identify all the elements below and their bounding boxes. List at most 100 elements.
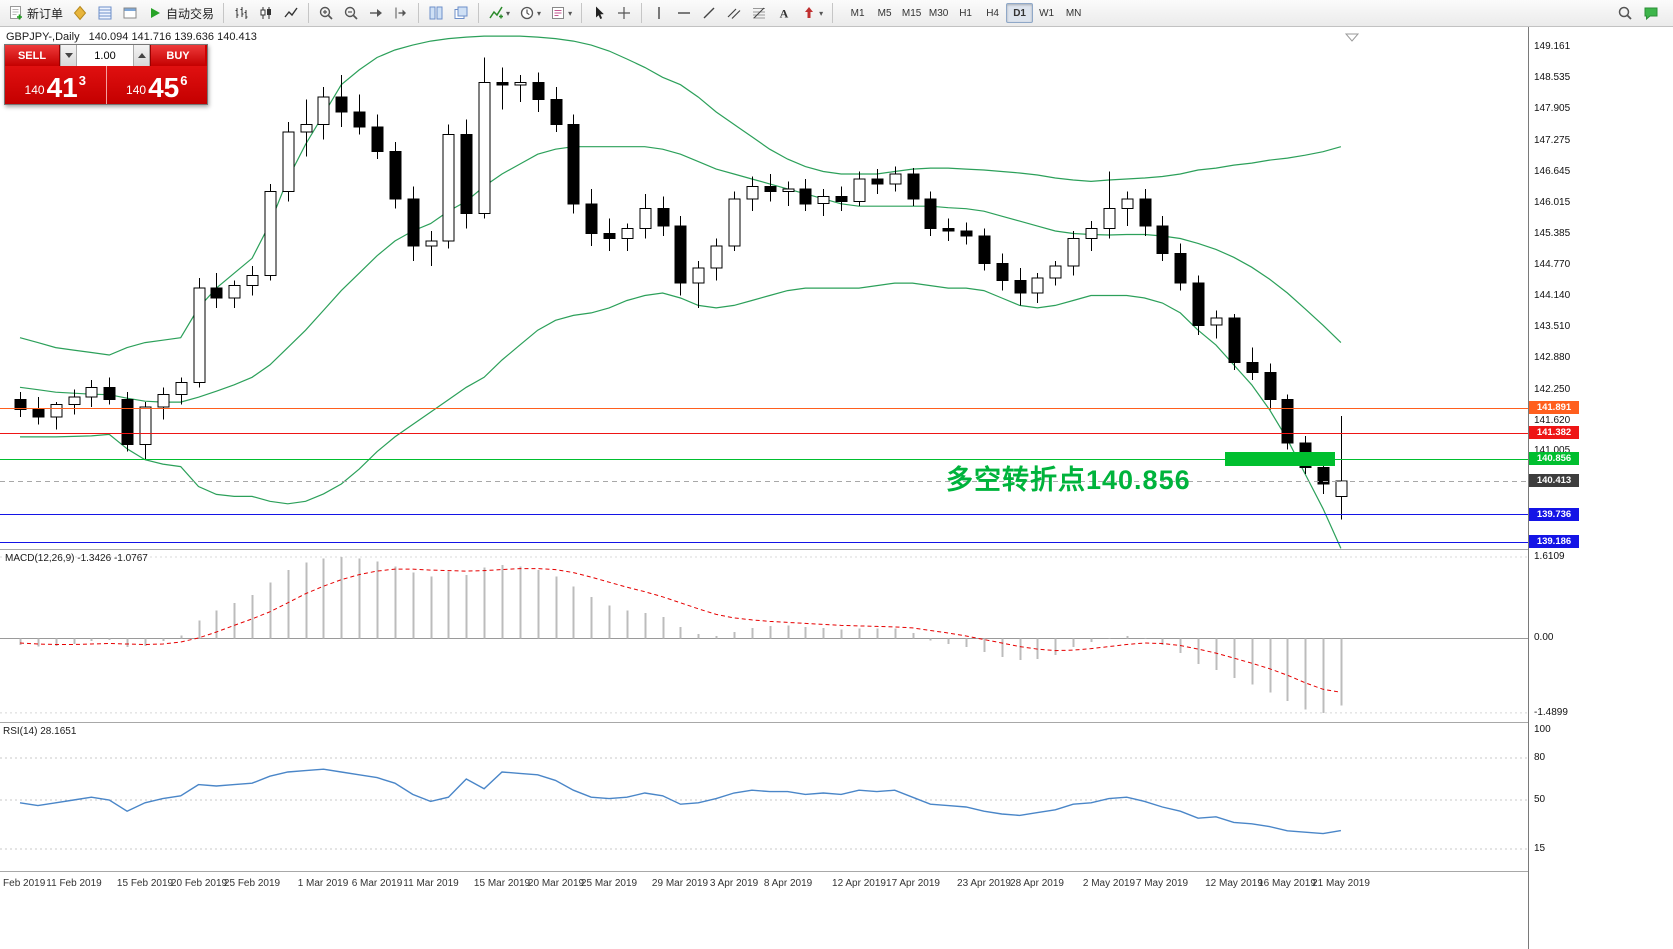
volume-up-button[interactable] <box>133 45 150 66</box>
vline-icon <box>658 7 660 19</box>
chart-shift-button[interactable] <box>389 2 413 24</box>
timeframe-mn-button[interactable]: MN <box>1065 7 1082 19</box>
rsi-scale-label: 15 <box>1534 843 1546 854</box>
date-label: 20 Feb 2019 <box>170 878 228 889</box>
buy-button[interactable]: BUY <box>150 45 205 66</box>
timeframe-d1-button[interactable]: D1 <box>1006 3 1034 23</box>
timeframe-w1-button[interactable]: W1 <box>1039 7 1055 19</box>
indicators-button[interactable]: ▾ <box>484 2 514 24</box>
rsi-scale-label: 50 <box>1534 794 1546 805</box>
horizontal-level-lines[interactable] <box>0 408 1528 543</box>
triangle-up-icon <box>137 53 146 58</box>
cursor-button[interactable] <box>587 2 611 24</box>
templates-button[interactable]: ▾ <box>546 2 576 24</box>
terminal-button[interactable] <box>118 2 142 24</box>
rsi-scale-label: 80 <box>1534 752 1546 763</box>
timeframe-m5-button[interactable]: M5 <box>877 7 892 19</box>
rsi-panel-canvas[interactable] <box>0 723 1528 871</box>
rsi-panel-divider[interactable] <box>0 722 1673 723</box>
buy-price-display[interactable]: 140 45 6 <box>105 66 207 104</box>
timeframe-toolbar: M1 M5 M15 M30 H1 H4 D1 W1 MN <box>844 3 1087 23</box>
timeframe-h4-button[interactable]: H4 <box>986 7 999 19</box>
new-order-button[interactable]: 新订单 <box>4 2 67 24</box>
macd-panel-divider[interactable] <box>0 549 1673 550</box>
macd-panel-canvas[interactable] <box>0 550 1528 722</box>
vertical-line-button[interactable] <box>647 2 671 24</box>
chart-title: GBPJPY-,Daily 140.094 141.716 139.636 14… <box>6 31 257 43</box>
macd-scale-label: 1.6109 <box>1534 550 1565 562</box>
play-icon <box>151 8 161 18</box>
search-button[interactable] <box>1613 2 1637 24</box>
data-window-icon <box>98 6 112 20</box>
rsi-indicator-label: RSI(14) 28.1651 <box>3 726 77 737</box>
cascade-windows-button[interactable] <box>449 2 473 24</box>
toolbar-separator <box>832 3 834 23</box>
price-scale-label: 148.535 <box>1534 72 1571 84</box>
price-level-tag: 139.736 <box>1529 507 1579 521</box>
sell-price-pips: 41 <box>46 72 78 103</box>
channel-button[interactable] <box>722 2 746 24</box>
time-axis-divider <box>0 871 1673 872</box>
candlestick-chart-button[interactable] <box>254 2 278 24</box>
toolbar-right-group <box>1613 2 1669 24</box>
cursor-icon <box>596 6 604 19</box>
triangle-down-icon <box>64 53 73 58</box>
clock-icon <box>520 6 534 20</box>
buy-price-point: 6 <box>180 73 188 88</box>
zoom-in-icon <box>319 6 333 20</box>
date-label: 2 May 2019 <box>1082 878 1136 889</box>
timeframe-m1-button[interactable]: M1 <box>850 7 865 19</box>
macd-signal-line <box>19 568 1341 693</box>
pivot-annotation-text[interactable]: 多空转折点140.856 <box>946 465 1191 495</box>
price-level-tag: 140.413 <box>1529 474 1579 488</box>
date-label: 15 Mar 2019 <box>473 878 531 889</box>
bar-chart-button[interactable] <box>229 2 253 24</box>
main-chart-canvas[interactable] <box>0 27 1528 549</box>
trendline-icon <box>703 7 715 19</box>
hline-icon <box>678 12 691 14</box>
horizontal-line-button[interactable] <box>672 2 696 24</box>
tile-icon <box>429 6 443 20</box>
candlestick-series <box>14 57 1348 520</box>
date-label: 7 May 2019 <box>1135 878 1189 889</box>
zoom-in-button[interactable] <box>314 2 338 24</box>
price-scale-label: 141.620 <box>1534 414 1571 426</box>
tile-windows-button[interactable] <box>424 2 448 24</box>
toolbar-separator <box>418 3 420 23</box>
timeframe-m15-button[interactable]: M15 <box>901 7 922 19</box>
chart-shift-icon <box>395 7 407 19</box>
fibonacci-button[interactable] <box>747 2 771 24</box>
date-label: 12 May 2019 <box>1205 878 1263 889</box>
buy-price-base: 140 <box>126 83 147 97</box>
auto-trading-button[interactable]: 自动交易 <box>143 2 218 24</box>
market-watch-button[interactable] <box>68 2 92 24</box>
trade-panel-prices: 140 41 3 140 45 6 <box>5 66 207 104</box>
caret-down-icon: ▾ <box>819 8 824 18</box>
main-toolbar: 新订单 自动交易 ▾ ▾ ▾ A ▾ M1 M5 M15 M30 H1 H4 D1 W1 MN <box>0 0 1673 27</box>
crosshair-button[interactable] <box>612 2 636 24</box>
sell-price-display[interactable]: 140 41 3 <box>5 66 106 104</box>
line-chart-button[interactable] <box>279 2 303 24</box>
timeframe-m30-button[interactable]: M30 <box>928 7 949 19</box>
support-zone-rect[interactable] <box>1225 452 1335 466</box>
sell-price-base: 140 <box>24 83 45 97</box>
auto-scroll-button[interactable] <box>364 2 388 24</box>
chat-button[interactable] <box>1639 2 1663 24</box>
price-axis[interactable]: 149.161 148.535 147.905 147.275 146.645 146.0… <box>1528 27 1673 949</box>
trendline-button[interactable] <box>697 2 721 24</box>
channel-icon <box>727 8 741 19</box>
text-button[interactable]: A <box>772 2 796 24</box>
volume-input[interactable] <box>77 45 133 66</box>
market-watch-icon <box>73 5 87 21</box>
volume-down-button[interactable] <box>60 45 77 66</box>
data-window-button[interactable] <box>93 2 117 24</box>
arrows-button[interactable]: ▾ <box>797 2 827 24</box>
zoom-out-button[interactable] <box>339 2 363 24</box>
price-scale-label: 145.385 <box>1534 228 1571 240</box>
periods-button[interactable]: ▾ <box>515 2 545 24</box>
sell-button[interactable]: SELL <box>5 45 60 66</box>
timeframe-h1-button[interactable]: H1 <box>959 7 972 19</box>
